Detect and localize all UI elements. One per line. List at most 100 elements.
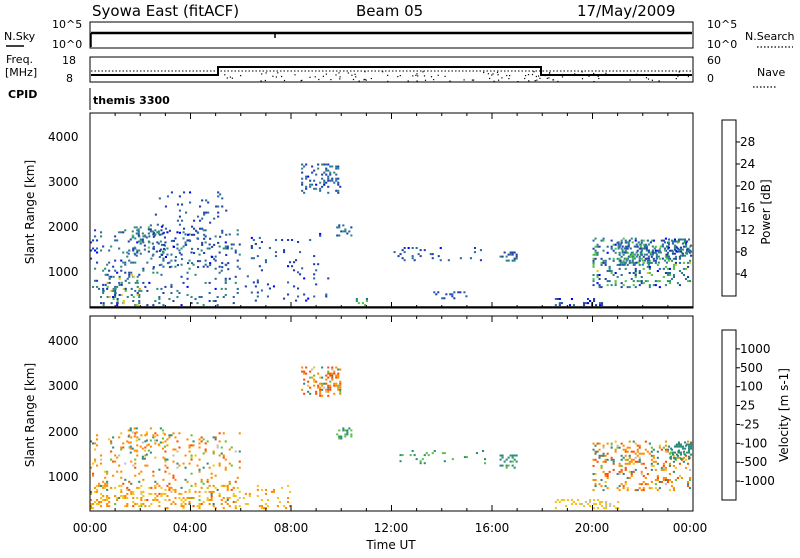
scatter-cell — [606, 442, 609, 445]
scatter-cell — [415, 247, 418, 249]
scatter-cell — [184, 490, 187, 493]
scatter-cell — [260, 289, 263, 292]
scatter-cell — [642, 489, 645, 492]
scatter-cell — [628, 462, 631, 465]
scatter-cell — [640, 452, 643, 455]
scatter-cell — [350, 226, 353, 229]
scatter-cell — [596, 450, 599, 453]
scatter-cell — [228, 497, 231, 499]
nave-dot — [517, 81, 519, 83]
scatter-cell — [319, 189, 322, 192]
scatter-cell — [182, 505, 185, 508]
scatter-cell — [689, 261, 692, 264]
scatter-cell — [136, 436, 139, 439]
scatter-cell — [168, 266, 171, 269]
scatter-cell — [665, 257, 668, 260]
scatter-cell — [224, 281, 227, 284]
scatter-cell — [100, 454, 103, 457]
scatter-cell — [688, 449, 691, 452]
scatter-cell — [193, 227, 196, 230]
scatter-cell — [293, 269, 296, 272]
scatter-cell — [124, 505, 127, 508]
scatter-cell — [238, 243, 241, 246]
scatter-cell — [505, 464, 508, 467]
scatter-cell — [674, 479, 677, 481]
scatter-cell — [147, 232, 150, 235]
scatter-cell — [672, 267, 675, 270]
scatter-cell — [622, 456, 625, 459]
scatter-cell — [228, 448, 231, 451]
scatter-cell — [665, 261, 668, 264]
scatter-cell — [157, 232, 160, 235]
freq-tick-bottom: 8 — [66, 72, 73, 85]
colorbar-tick-label: 100 — [740, 380, 763, 394]
nave-dot — [604, 74, 607, 76]
scatter-cell — [331, 378, 334, 381]
scatter-cell — [652, 448, 655, 451]
scatter-cell — [198, 505, 201, 508]
scatter-cell — [224, 440, 227, 443]
scatter-cell — [666, 247, 669, 250]
date-title: 17/May/2009 — [577, 2, 675, 20]
scatter-cell — [203, 213, 206, 216]
scatter-cell — [585, 501, 588, 503]
scatter-cell — [218, 265, 221, 268]
scatter-cell — [204, 448, 207, 451]
scatter-cell — [350, 429, 353, 432]
scatter-cell — [336, 433, 339, 436]
scatter-cell — [668, 280, 671, 283]
scatter-cell — [606, 473, 609, 475]
scatter-cell — [637, 261, 640, 264]
scatter-cell — [688, 443, 691, 446]
scatter-cell — [197, 260, 200, 263]
scatter-cell — [612, 259, 615, 262]
scatter-cell — [509, 251, 512, 254]
scatter-cell — [127, 441, 130, 444]
scatter-cell — [638, 263, 641, 266]
colorbar-frame — [721, 119, 737, 297]
scatter-cell — [126, 505, 129, 508]
scatter-cell — [665, 255, 668, 258]
scatter-cell — [266, 283, 269, 286]
scatter-cell — [346, 429, 349, 432]
scatter-cell — [137, 232, 140, 235]
nave-dot — [339, 78, 341, 80]
scatter-cell — [593, 298, 596, 300]
scatter-cell — [664, 237, 667, 240]
scatter-cell — [337, 368, 340, 371]
scatter-cell — [112, 289, 115, 292]
scatter-cell — [246, 503, 249, 505]
scatter-cell — [656, 475, 659, 477]
scatter-cell — [188, 503, 191, 505]
scatter-cell — [192, 505, 195, 508]
scatter-cell — [126, 503, 129, 505]
scatter-cell — [225, 209, 228, 212]
scatter-cell — [680, 477, 683, 479]
nave-dot — [423, 75, 426, 77]
scatter-cell — [215, 205, 218, 208]
scatter-cell — [220, 446, 223, 449]
scatter-cell — [182, 281, 185, 284]
colorbar-tick-label: 20 — [740, 179, 755, 193]
scatter-cell — [431, 253, 434, 256]
scatter-cell — [499, 464, 502, 467]
scatter-cell — [630, 450, 633, 453]
scatter-cell — [180, 253, 183, 256]
scatter-cell — [112, 287, 115, 290]
scatter-cell — [621, 249, 624, 252]
scatter-cell — [252, 257, 255, 260]
scatter-cell — [134, 474, 137, 477]
scatter-cell — [214, 287, 217, 290]
scatter-cell — [160, 243, 163, 246]
scatter-cell — [355, 298, 358, 300]
scatter-cell — [303, 293, 306, 296]
scatter-cell — [635, 251, 638, 254]
scatter-cell — [136, 229, 139, 232]
scatter-cell — [299, 273, 302, 276]
scatter-cell — [684, 254, 687, 257]
scatter-cell — [168, 499, 171, 501]
scatter-cell — [664, 468, 667, 471]
scatter-cell — [122, 482, 125, 485]
scatter-cell — [214, 259, 217, 262]
scatter-cell — [118, 454, 121, 457]
